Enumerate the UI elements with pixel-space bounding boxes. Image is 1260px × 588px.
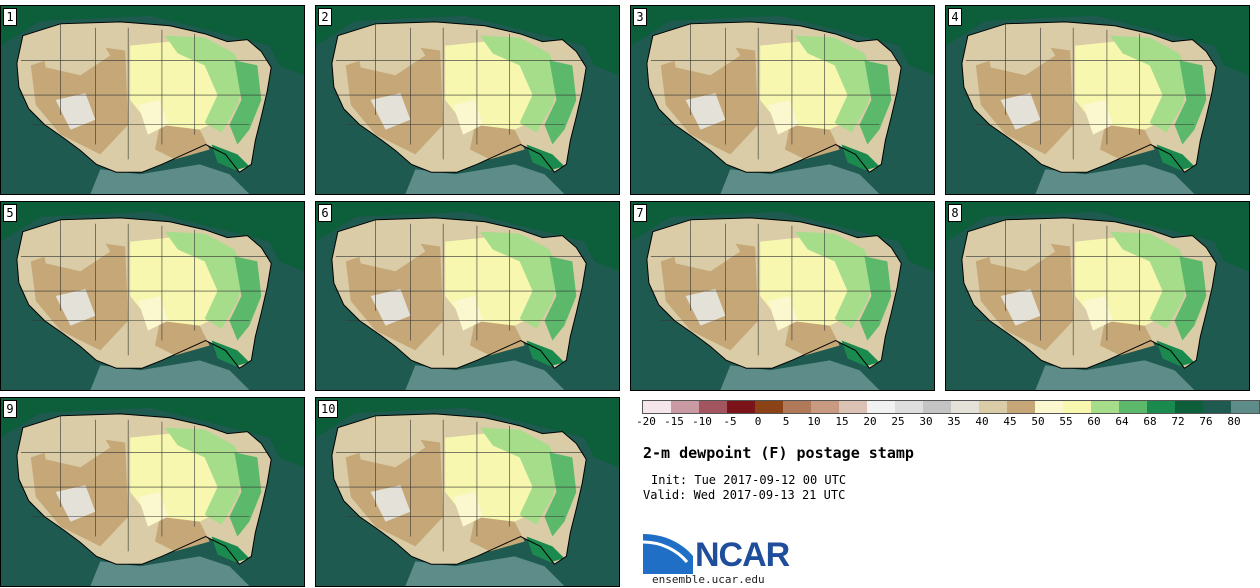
legend-swatch (895, 401, 923, 413)
legend-swatch (951, 401, 979, 413)
legend-tick: 80 (1227, 415, 1241, 428)
map-panel-5: 5 (0, 201, 305, 391)
map-panel-2: 2 (315, 5, 620, 195)
legend-swatch (1147, 401, 1175, 413)
legend-swatch (1091, 401, 1119, 413)
color-legend (642, 400, 1260, 414)
legend-tick: 76 (1199, 415, 1213, 428)
panel-number: 1 (3, 8, 17, 26)
map-graphic (1, 398, 304, 586)
valid-time: Valid: Wed 2017-09-13 21 UTC (643, 488, 846, 502)
map-panel-6: 6 (315, 201, 620, 391)
panel-number: 8 (948, 204, 962, 222)
legend-tick: 60 (1087, 415, 1101, 428)
map-graphic (946, 6, 1249, 194)
legend-swatch (1063, 401, 1091, 413)
legend-swatch (643, 401, 671, 413)
legend-tick: 72 (1171, 415, 1185, 428)
legend-swatch (979, 401, 1007, 413)
legend-tick: 30 (919, 415, 933, 428)
init-time: Init: Tue 2017-09-12 00 UTC (651, 473, 847, 487)
ncar-logo-text: NCAR (695, 536, 790, 574)
legend-tick: -5 (723, 415, 737, 428)
panel-number: 4 (948, 8, 962, 26)
chart-title: 2-m dewpoint (F) postage stamp (643, 444, 914, 462)
ncar-logo-icon (643, 534, 693, 574)
legend-tick: -20 (636, 415, 656, 428)
map-panel-3: 3 (630, 5, 935, 195)
map-graphic (1, 202, 304, 390)
legend-swatch (783, 401, 811, 413)
legend-swatch (755, 401, 783, 413)
legend-swatch (1175, 401, 1203, 413)
legend-tick: 0 (754, 415, 762, 428)
legend-tick: 45 (1003, 415, 1017, 428)
map-graphic (946, 202, 1249, 390)
map-panel-9: 9 (0, 397, 305, 587)
panel-number: 3 (633, 8, 647, 26)
site-url: ensemble.ucar.edu (652, 573, 765, 586)
legend-tick: 20 (863, 415, 877, 428)
map-graphic (631, 202, 934, 390)
panel-number: 9 (3, 400, 17, 418)
map-panel-8: 8 (945, 201, 1250, 391)
legend-swatch (671, 401, 699, 413)
map-graphic (631, 6, 934, 194)
map-graphic (316, 202, 619, 390)
legend-swatch (1035, 401, 1063, 413)
legend-tick: 5 (782, 415, 790, 428)
panel-number: 7 (633, 204, 647, 222)
legend-tick: 55 (1059, 415, 1073, 428)
legend-swatch (867, 401, 895, 413)
legend-tick: -15 (664, 415, 684, 428)
legend-swatch (727, 401, 755, 413)
legend-tick: -10 (692, 415, 712, 428)
legend-swatch (699, 401, 727, 413)
map-panel-7: 7 (630, 201, 935, 391)
panel-number: 10 (318, 400, 339, 418)
legend-swatch (1231, 401, 1259, 413)
legend-swatch (1119, 401, 1147, 413)
legend-tick: 35 (947, 415, 961, 428)
panel-number: 5 (3, 204, 17, 222)
legend-swatch (923, 401, 951, 413)
legend-tick: 10 (807, 415, 821, 428)
legend-tick: 40 (975, 415, 989, 428)
map-panel-1: 1 (0, 5, 305, 195)
map-panel-10: 10 (315, 397, 620, 587)
panel-number: 6 (318, 204, 332, 222)
map-graphic (1, 6, 304, 194)
legend-tick: 64 (1115, 415, 1129, 428)
legend-swatch (1203, 401, 1231, 413)
panel-number: 2 (318, 8, 332, 26)
legend-tick: 68 (1143, 415, 1157, 428)
legend-swatch (811, 401, 839, 413)
legend-swatch (839, 401, 867, 413)
map-graphic (316, 6, 619, 194)
legend-swatch (1007, 401, 1035, 413)
legend-tick: 15 (835, 415, 849, 428)
legend-tick: 25 (891, 415, 905, 428)
map-graphic (316, 398, 619, 586)
legend-tick-labels: -20 -15 -10 -5 0 5 10 15 20 25 30 35 40 45 50 55 60 64 68 7… (636, 415, 1248, 429)
legend-tick: 50 (1031, 415, 1045, 428)
map-panel-4: 4 (945, 5, 1250, 195)
